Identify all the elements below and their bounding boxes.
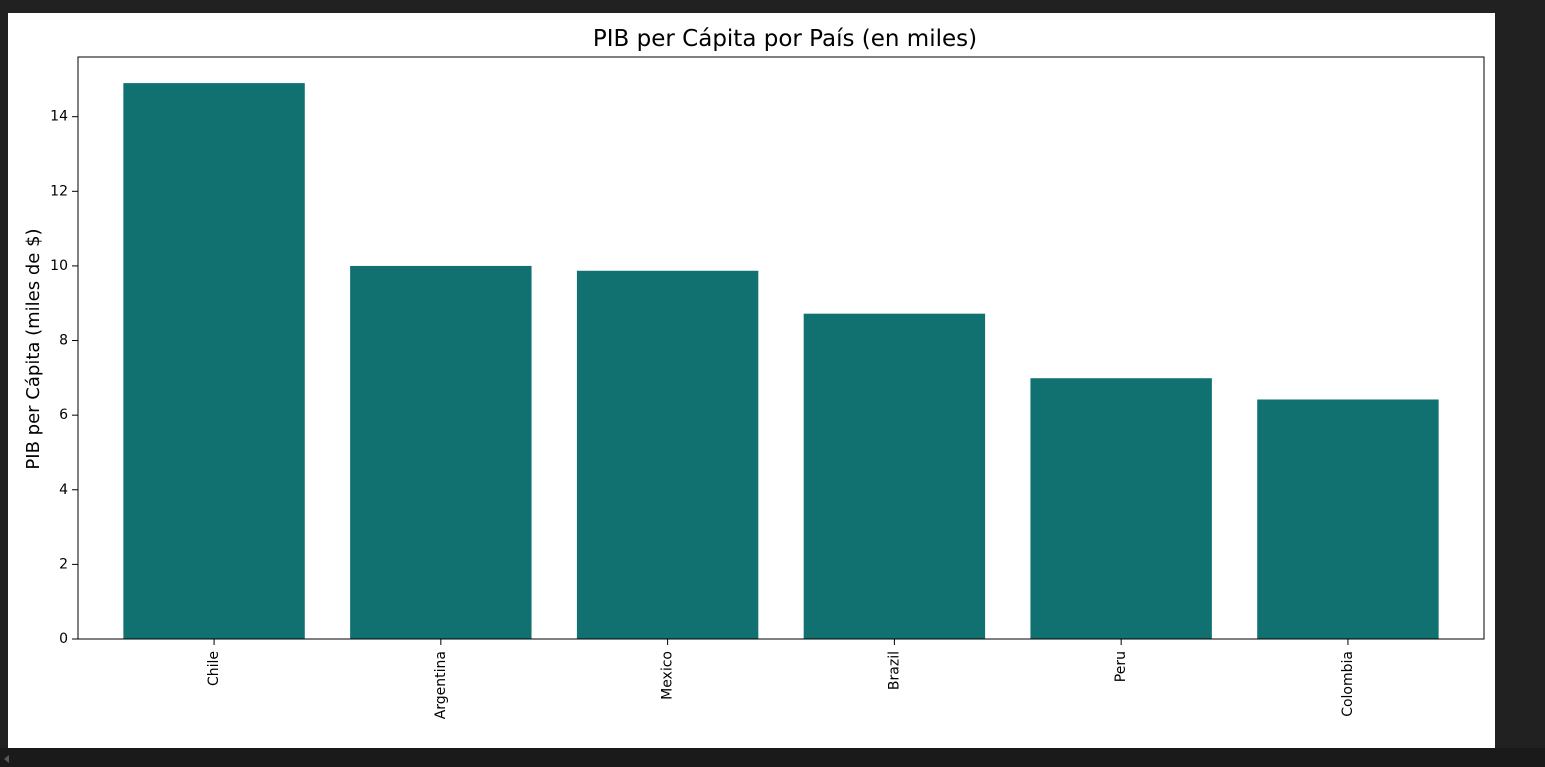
y-tick-label: 14 [50,109,68,125]
y-ticks-group: 0 2 4 6 8 10 12 14 [50,109,78,647]
x-tick-label: Argentina [433,651,449,719]
x-tick-label: Chile [206,651,222,686]
y-tick-label: 10 [50,258,68,274]
x-tick-label: Mexico [660,651,676,700]
bar-argentina [350,265,532,639]
bars-group [123,83,1439,640]
x-ticks-group: Chile Argentina Mexico Brazil Peru Colombia [206,639,1356,719]
scroll-left-arrow-icon[interactable] [4,755,9,763]
y-axis-label: PIB per Cápita (miles de $) [23,228,44,469]
bar-mexico [576,270,759,639]
chart-figure: PIB per Cápita por País (en miles) PIB p… [8,13,1495,748]
bar-colombia [1257,399,1439,639]
bar-chile [123,83,305,640]
x-tick-label: Colombia [1340,651,1356,717]
x-tick-label: Brazil [886,651,902,690]
output-margin [1495,13,1545,748]
bar-peru [1030,378,1212,639]
plot-frame [77,56,1485,640]
y-tick-label: 6 [59,407,68,423]
y-tick-label: 12 [50,183,68,199]
x-tick-label: Peru [1113,651,1129,682]
horizontal-scrollbar[interactable] [0,748,1545,767]
y-tick-label: 0 [59,631,68,647]
chart-title: PIB per Cápita por País (en miles) [593,26,977,52]
bar-brazil [803,313,986,639]
y-tick-label: 4 [59,482,68,498]
y-tick-label: 8 [59,333,68,349]
bar-chart: PIB per Cápita por País (en miles) PIB p… [23,26,1485,719]
y-tick-label: 2 [59,556,68,572]
